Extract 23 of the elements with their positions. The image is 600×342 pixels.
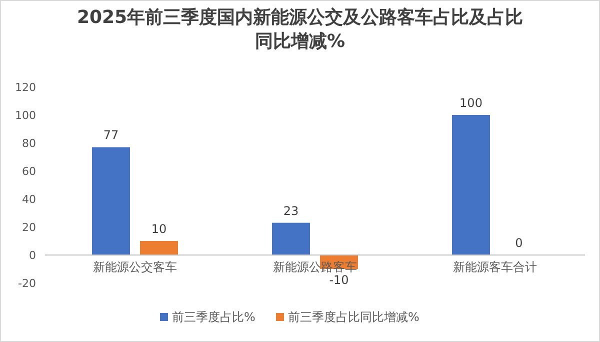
- y-tick-label: 100: [15, 109, 36, 122]
- bar: [140, 241, 178, 255]
- y-tick-label: 20: [22, 221, 36, 234]
- y-tick-label: 40: [22, 193, 36, 206]
- data-label: 77: [103, 128, 119, 142]
- y-tick-label: 0: [29, 249, 36, 262]
- x-tick-label: 新能源客车合计: [453, 260, 537, 274]
- bar: [452, 115, 490, 255]
- bar: [272, 222, 310, 255]
- y-tick-label: 120: [15, 81, 36, 94]
- chart-title: 2025年前三季度国内新能源公交及公路客车占比及占比同比增减%: [76, 6, 524, 54]
- y-tick-label: 60: [22, 165, 36, 178]
- data-label: 23: [283, 204, 299, 218]
- data-label: 100: [460, 96, 482, 110]
- legend-label: 前三季度占比同比增减%: [288, 310, 420, 324]
- data-label: -10: [329, 273, 349, 287]
- data-label: 10: [151, 222, 167, 236]
- y-tick-label: 80: [22, 137, 36, 150]
- data-label: 0: [515, 236, 523, 250]
- bar: [92, 147, 130, 255]
- x-tick-label: 新能源公交客车: [93, 260, 177, 274]
- legend-label: 前三季度占比%: [172, 310, 256, 324]
- y-tick-label: -20: [18, 277, 36, 290]
